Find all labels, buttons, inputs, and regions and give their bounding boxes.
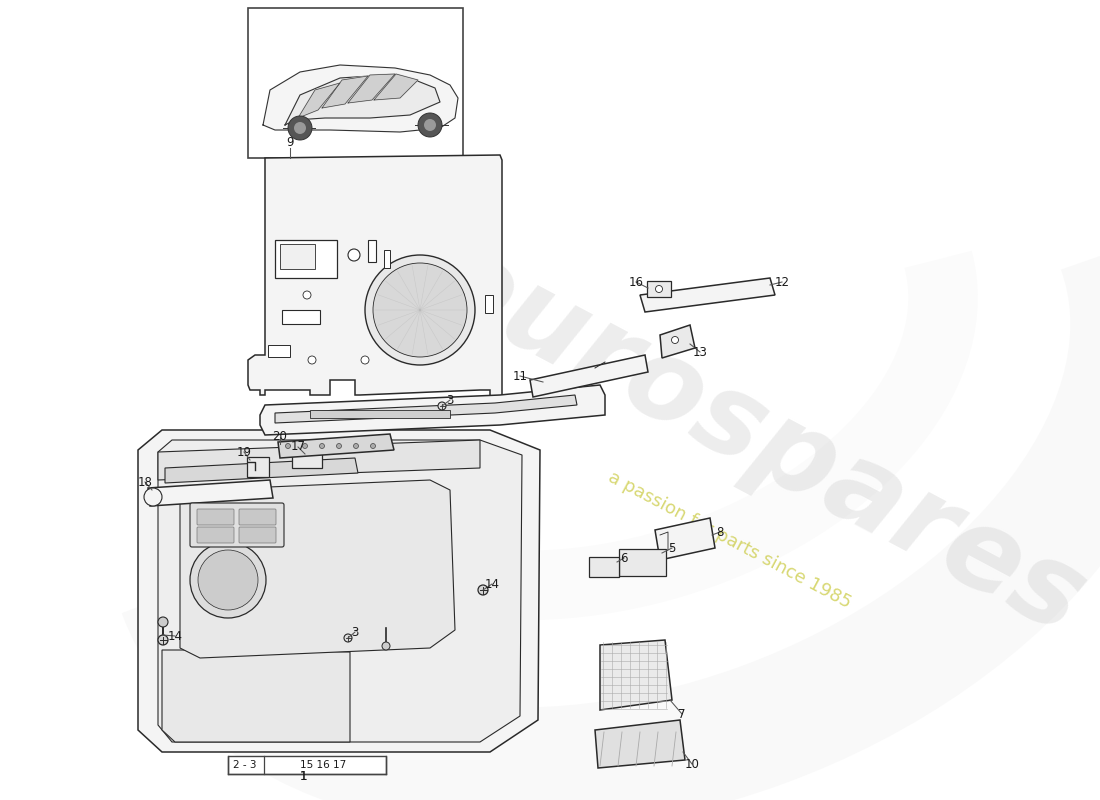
- Text: 12: 12: [774, 275, 790, 289]
- Text: 1: 1: [299, 770, 307, 782]
- Polygon shape: [248, 155, 502, 400]
- Text: 9: 9: [286, 135, 294, 149]
- Text: 17: 17: [290, 441, 306, 454]
- Circle shape: [337, 443, 341, 449]
- Circle shape: [353, 443, 359, 449]
- FancyBboxPatch shape: [190, 503, 284, 547]
- Polygon shape: [298, 83, 340, 118]
- Polygon shape: [660, 325, 695, 358]
- Circle shape: [308, 356, 316, 364]
- Circle shape: [288, 116, 312, 140]
- FancyBboxPatch shape: [197, 527, 234, 543]
- FancyBboxPatch shape: [588, 557, 619, 577]
- Text: 14: 14: [167, 630, 183, 642]
- FancyBboxPatch shape: [268, 345, 290, 357]
- Circle shape: [294, 122, 306, 134]
- Circle shape: [361, 356, 368, 364]
- Circle shape: [190, 542, 266, 618]
- FancyBboxPatch shape: [280, 244, 315, 269]
- Circle shape: [478, 585, 488, 595]
- FancyBboxPatch shape: [485, 295, 493, 313]
- Polygon shape: [654, 518, 715, 560]
- Circle shape: [456, 291, 464, 299]
- Polygon shape: [263, 65, 458, 132]
- FancyBboxPatch shape: [248, 8, 463, 158]
- Text: a passion for parts since 1985: a passion for parts since 1985: [605, 468, 855, 612]
- Text: eurospares: eurospares: [416, 222, 1100, 658]
- Circle shape: [158, 635, 168, 645]
- Text: 18: 18: [138, 475, 153, 489]
- Text: 2 - 3: 2 - 3: [233, 760, 256, 770]
- Polygon shape: [530, 355, 648, 397]
- FancyBboxPatch shape: [310, 410, 450, 418]
- FancyBboxPatch shape: [647, 281, 671, 297]
- Circle shape: [286, 443, 290, 449]
- Polygon shape: [180, 480, 455, 658]
- Text: 7: 7: [679, 707, 685, 721]
- Polygon shape: [148, 480, 273, 506]
- Polygon shape: [285, 75, 440, 125]
- Circle shape: [438, 402, 446, 410]
- Text: 6: 6: [620, 551, 628, 565]
- Circle shape: [319, 443, 324, 449]
- Polygon shape: [374, 74, 418, 100]
- Text: 19: 19: [236, 446, 252, 458]
- Text: 15 16 17: 15 16 17: [300, 760, 346, 770]
- Polygon shape: [348, 74, 395, 103]
- Polygon shape: [162, 650, 350, 742]
- Polygon shape: [278, 434, 394, 458]
- Circle shape: [373, 263, 468, 357]
- FancyBboxPatch shape: [239, 527, 276, 543]
- Text: 8: 8: [716, 526, 724, 538]
- Polygon shape: [322, 76, 368, 108]
- Polygon shape: [165, 458, 358, 483]
- Text: 3: 3: [351, 626, 359, 638]
- Circle shape: [144, 488, 162, 506]
- Text: 16: 16: [628, 275, 643, 289]
- Text: 10: 10: [684, 758, 700, 770]
- Circle shape: [348, 249, 360, 261]
- Text: 1: 1: [299, 770, 307, 782]
- Circle shape: [371, 443, 375, 449]
- Polygon shape: [640, 278, 776, 312]
- Polygon shape: [260, 385, 605, 435]
- Circle shape: [365, 255, 475, 365]
- FancyBboxPatch shape: [197, 509, 234, 525]
- Circle shape: [656, 286, 662, 293]
- Text: 3: 3: [447, 394, 453, 406]
- Circle shape: [302, 443, 308, 449]
- FancyBboxPatch shape: [282, 310, 320, 324]
- Circle shape: [198, 550, 258, 610]
- Text: 20: 20: [273, 430, 287, 443]
- Polygon shape: [158, 440, 522, 742]
- FancyBboxPatch shape: [239, 509, 276, 525]
- Polygon shape: [138, 430, 540, 752]
- Circle shape: [158, 617, 168, 627]
- FancyBboxPatch shape: [275, 240, 337, 278]
- Polygon shape: [595, 720, 685, 768]
- Text: 14: 14: [484, 578, 499, 590]
- FancyBboxPatch shape: [292, 452, 322, 468]
- Circle shape: [418, 113, 442, 137]
- Text: 11: 11: [513, 370, 528, 382]
- Polygon shape: [158, 440, 480, 480]
- Circle shape: [344, 634, 352, 642]
- Polygon shape: [275, 395, 578, 423]
- Text: 5: 5: [669, 542, 675, 554]
- Circle shape: [302, 291, 311, 299]
- FancyBboxPatch shape: [368, 240, 376, 262]
- Circle shape: [382, 642, 390, 650]
- FancyBboxPatch shape: [248, 457, 270, 477]
- Circle shape: [671, 337, 679, 343]
- Polygon shape: [600, 640, 672, 710]
- Text: 13: 13: [693, 346, 707, 358]
- FancyBboxPatch shape: [619, 549, 666, 576]
- FancyBboxPatch shape: [384, 250, 390, 268]
- Circle shape: [424, 119, 436, 131]
- FancyBboxPatch shape: [228, 756, 386, 774]
